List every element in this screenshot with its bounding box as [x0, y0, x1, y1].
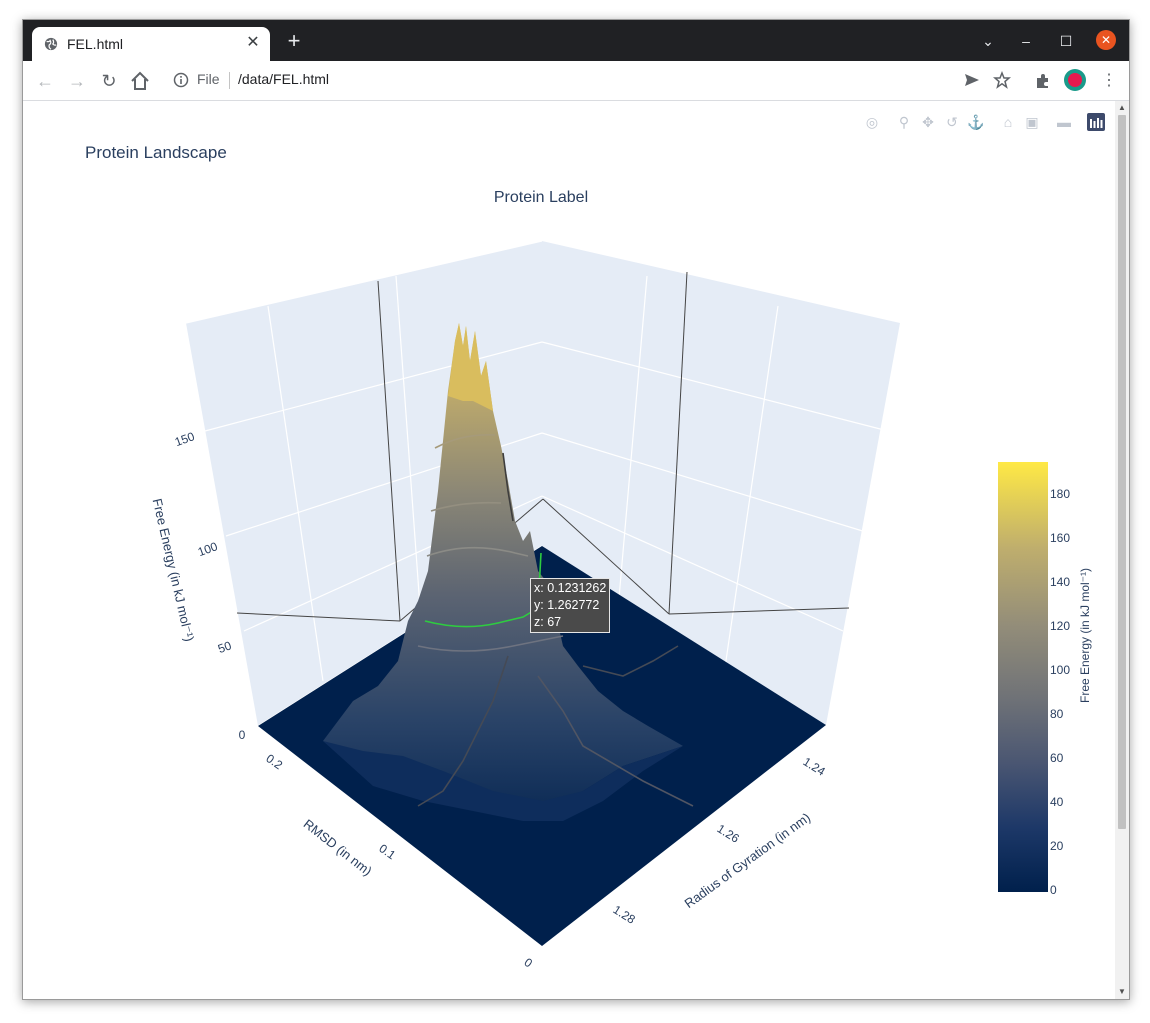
- y-tick-1.26: 1.26: [715, 821, 743, 845]
- scene-title: Protein Label: [493, 189, 589, 206]
- vertical-scrollbar[interactable]: ▲ ▼: [1115, 101, 1129, 999]
- x-tick-0.1: 0.1: [376, 841, 398, 862]
- z-axis-title: Free Energy (in kJ mol⁻¹): [150, 497, 198, 643]
- z-tick-50: 50: [216, 638, 234, 656]
- bookmark-star-icon[interactable]: [993, 71, 1011, 89]
- colorbar-tick-60: 60: [1050, 751, 1064, 765]
- url-divider: [229, 72, 230, 89]
- z-tick-100: 100: [196, 539, 220, 559]
- maximize-icon[interactable]: ☐: [1059, 33, 1073, 49]
- x-axis-title: RMSD (in nm): [301, 816, 375, 879]
- home-icon[interactable]: [129, 70, 151, 92]
- extensions-icon[interactable]: [1034, 72, 1052, 90]
- colorbar-tick-80: 80: [1050, 707, 1064, 721]
- colorbar-title: Free Energy (in kJ mol⁻¹): [1078, 567, 1092, 703]
- profile-avatar[interactable]: [1064, 69, 1086, 91]
- hover-z: z: 67: [534, 615, 562, 629]
- colorbar-tick-160: 160: [1050, 531, 1071, 545]
- send-icon[interactable]: [963, 71, 981, 89]
- new-tab-button[interactable]: +: [287, 28, 301, 53]
- info-icon[interactable]: [173, 72, 189, 88]
- colorbar-tick-180: 180: [1050, 487, 1071, 501]
- globe-icon: [44, 37, 58, 51]
- hover-x: x: 0.1231262: [534, 581, 607, 595]
- address-bar[interactable]: File /data/FEL.html: [163, 65, 1027, 95]
- reload-icon[interactable]: ↻: [101, 71, 117, 91]
- colorbar-tick-40: 40: [1050, 795, 1064, 809]
- scrollbar-thumb[interactable]: [1118, 115, 1126, 829]
- y-tick-1.28: 1.28: [611, 902, 639, 926]
- turntable-rotation-icon[interactable]: ⚓: [967, 114, 985, 130]
- z-tick-0: 0: [239, 728, 246, 742]
- browser-toolbar: ← → ↻ File /data/FEL.html ⋮: [23, 61, 1129, 101]
- plotly-logo-icon[interactable]: [1087, 113, 1105, 131]
- page-content: ◎ ⚲ ✥ ↺ ⚓ ⌂ ▣ ▬ Protein Landscape Protei…: [23, 101, 1129, 999]
- forward-icon[interactable]: →: [68, 71, 86, 91]
- browser-tab[interactable]: FEL.html ✕: [32, 27, 270, 61]
- close-window-icon[interactable]: ✕: [1096, 30, 1116, 50]
- scroll-down-icon[interactable]: ▼: [1118, 987, 1126, 996]
- colorbar-tick-100: 100: [1050, 663, 1071, 677]
- surface-contours: [417, 433, 694, 807]
- orbit-rotation-icon[interactable]: ↺: [946, 114, 958, 130]
- url-scheme: File: [197, 71, 220, 87]
- colorbar-tick-20: 20: [1050, 839, 1064, 853]
- plot-title: Protein Landscape: [85, 143, 227, 162]
- hover-y: y: 1.262772: [534, 598, 600, 612]
- url-text[interactable]: /data/FEL.html: [238, 71, 330, 87]
- zoom-icon[interactable]: ⚲: [898, 114, 910, 130]
- tab-close-icon[interactable]: ✕: [246, 34, 260, 51]
- z-tick-150: 150: [173, 429, 197, 449]
- reset-camera-home-icon[interactable]: ⌂: [1003, 114, 1013, 130]
- y-axis-title: Radius of Gyration (in nm): [682, 810, 814, 911]
- energy-surface: [323, 323, 683, 821]
- camera-icon[interactable]: ◎: [865, 114, 879, 130]
- back-icon[interactable]: ←: [36, 71, 54, 91]
- reset-camera-last-save-icon[interactable]: ▣: [1025, 114, 1039, 130]
- colorbar: [998, 462, 1048, 892]
- scroll-up-icon[interactable]: ▲: [1118, 103, 1126, 112]
- colorbar-tick-0: 0: [1050, 883, 1057, 897]
- colorbar-tick-140: 140: [1050, 575, 1071, 589]
- toggle-hover-icon[interactable]: ▬: [1057, 114, 1071, 130]
- title-bar: FEL.html ✕ + ⌄ – ☐ ✕: [23, 20, 1129, 61]
- x-tick-0.2: 0.2: [263, 751, 285, 772]
- minimize-icon[interactable]: –: [1022, 33, 1030, 49]
- tab-search-icon[interactable]: ⌄: [982, 33, 994, 49]
- tab-title: FEL.html: [67, 36, 124, 52]
- browser-window: FEL.html ✕ + ⌄ – ☐ ✕ ← → ↻ File /data/FE…: [22, 19, 1130, 1000]
- menu-icon[interactable]: ⋮: [1101, 72, 1117, 89]
- y-tick-1.24: 1.24: [801, 754, 829, 778]
- colorbar-tick-120: 120: [1050, 619, 1071, 633]
- surface-plot-scene[interactable]: 0 50 100 150 Free Energy (in kJ mol⁻¹) 0…: [23, 101, 1129, 999]
- hover-tooltip: x: 0.1231262 y: 1.262772 z: 67: [530, 578, 611, 633]
- z-axis-ticks: 0 50 100 150: [173, 429, 246, 742]
- x-tick-0: 0: [522, 955, 536, 970]
- right-back-wall: [542, 241, 900, 725]
- pan-icon[interactable]: ✥: [922, 114, 934, 130]
